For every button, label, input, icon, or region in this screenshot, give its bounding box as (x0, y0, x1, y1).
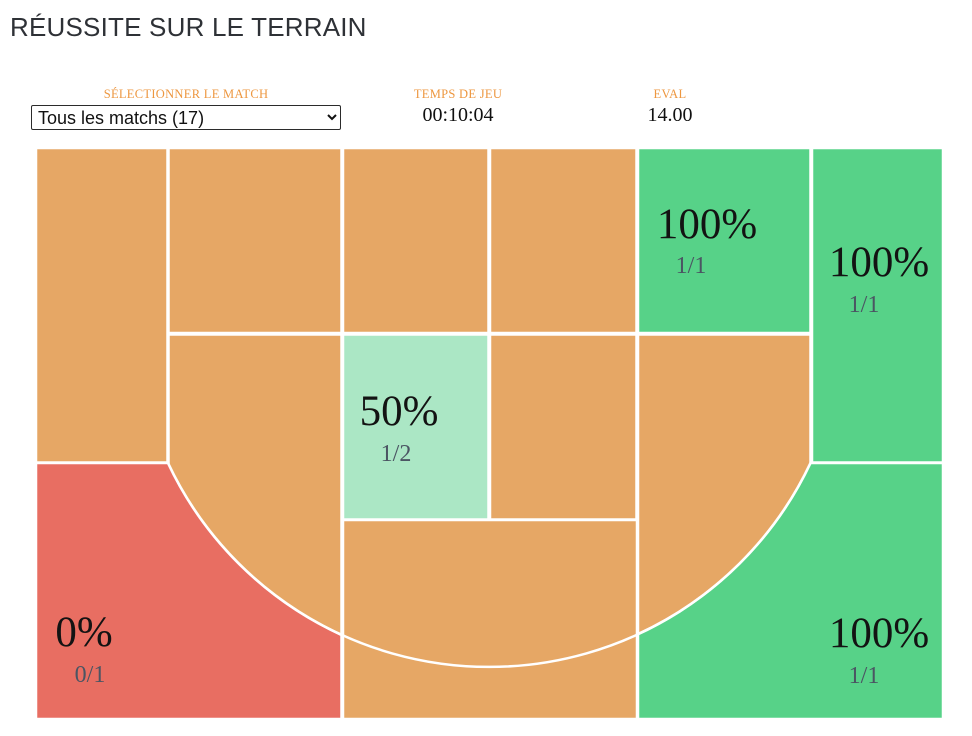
zone-top-center-right[interactable] (488, 148, 638, 335)
zone-fraction-label: 1/1 (849, 292, 880, 318)
zone-fraction-label: 1/1 (849, 663, 880, 689)
zone-pct-label: 50% (360, 388, 439, 435)
zone-top-right-wing[interactable] (636, 148, 812, 335)
zone-mid-center-left[interactable] (341, 333, 490, 521)
match-select[interactable]: Tous les matchs (17) (31, 105, 341, 130)
zone-pct-label: 100% (657, 201, 757, 248)
eval-label: EVAL (653, 87, 687, 101)
zone-back-right-column[interactable] (810, 148, 943, 464)
match-select-label: SÉLECTIONNER LE MATCH (103, 87, 269, 101)
zone-mid-center-right[interactable] (488, 333, 638, 521)
play-time-label: TEMPS DE JEU (413, 87, 503, 101)
zone-top-center-left[interactable] (341, 148, 490, 335)
zone-back-left-column[interactable] (36, 148, 169, 464)
zone-top-left-wing[interactable] (167, 148, 343, 335)
zone-pct-label: 0% (55, 609, 112, 656)
zone-pct-label: 100% (829, 610, 929, 657)
zone-fraction-label: 1/2 (381, 441, 412, 467)
court-chart: 100% 1/1 100% 1/1 50% 1/2 0% 0/1 100% 1/… (36, 148, 943, 719)
match-select-group: SÉLECTIONNER LE MATCH Tous les matchs (1… (31, 87, 341, 130)
court-arc-line (166, 462, 812, 669)
play-time-group: TEMPS DE JEU 00:10:04 (380, 87, 536, 127)
eval-value: 14.00 (647, 104, 693, 126)
zone-low-center[interactable] (341, 518, 639, 719)
page-title: RÉUSSITE SUR LE TERRAIN (10, 12, 367, 42)
play-time-value: 00:10:04 (422, 104, 494, 126)
zone-fraction-label: 1/1 (676, 253, 707, 279)
zone-fraction-label: 0/1 (75, 662, 106, 688)
zone-pct-label: 100% (829, 239, 929, 286)
eval-group: EVAL 14.00 (600, 87, 740, 127)
